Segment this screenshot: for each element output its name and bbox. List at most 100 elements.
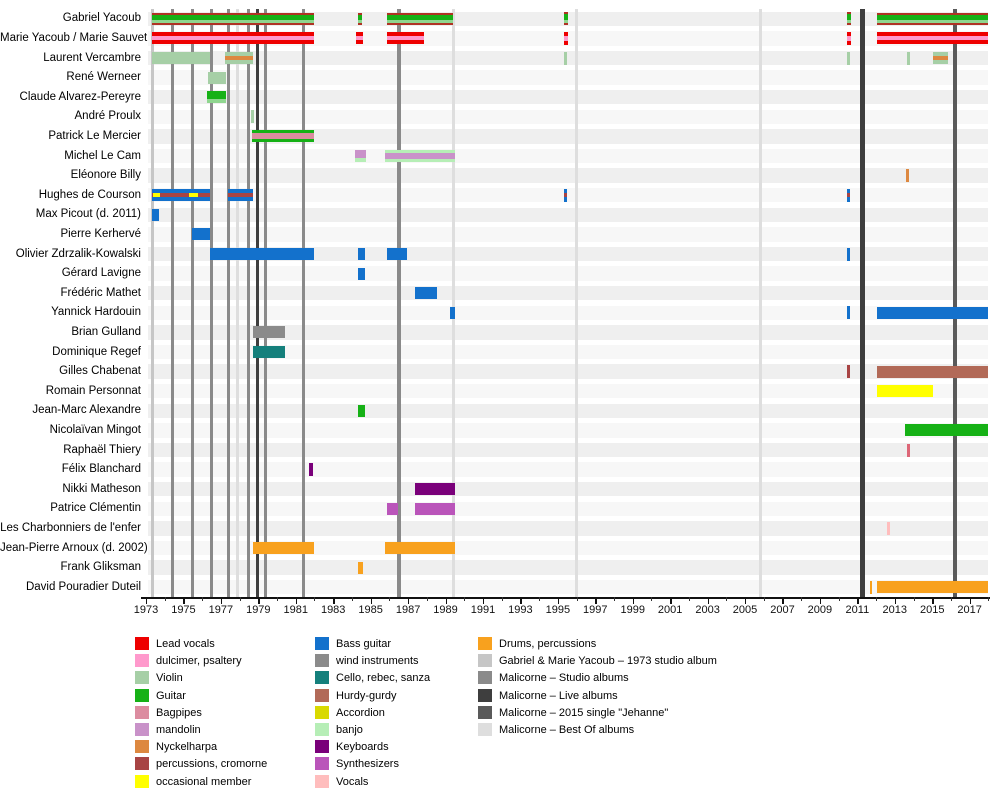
bar-layer xyxy=(847,40,851,45)
axis-tick-major xyxy=(220,597,223,604)
axis-tick-major xyxy=(295,597,298,604)
legend-label: Malicorne – Best Of albums xyxy=(499,724,635,736)
row-stripe xyxy=(148,521,988,536)
legend-label: wind instruments xyxy=(336,655,419,668)
bar-layer xyxy=(564,188,568,194)
bar-layer xyxy=(206,99,227,104)
member-name: Dominique Regef xyxy=(52,345,141,358)
member-name: Jean-Pierre Arnoux (d. 2002) xyxy=(0,541,148,554)
row-stripe xyxy=(148,129,988,144)
member-name: Nicolaïvan Mingot xyxy=(49,423,141,436)
album-release-line xyxy=(952,9,957,597)
bar-layer xyxy=(224,52,253,56)
bar-layer xyxy=(189,193,199,198)
legend-swatch-nyckelharpa-icon xyxy=(135,740,149,754)
timeline-bar xyxy=(209,248,315,260)
axis-year-label: 1979 xyxy=(246,604,271,616)
member-name: Gilles Chabenat xyxy=(59,365,141,378)
axis-year-label: 2003 xyxy=(695,604,720,616)
bar-layer xyxy=(877,12,989,15)
axis-tick-minor xyxy=(314,597,316,601)
axis-tick-minor xyxy=(913,597,915,601)
row-stripe xyxy=(148,344,988,360)
bar-layer xyxy=(153,193,161,198)
axis-tick-major xyxy=(370,597,373,604)
bar-layer xyxy=(564,12,569,15)
bar-layer xyxy=(385,153,455,159)
bar-layer xyxy=(207,71,227,84)
timeline-bar xyxy=(386,12,453,25)
bar-layer xyxy=(564,197,568,202)
member-name: Les Charbonniers de l'enfer xyxy=(0,521,141,534)
timeline-bar xyxy=(906,443,910,457)
axis-tick-major xyxy=(183,597,185,604)
bar-layer xyxy=(252,326,285,339)
legend-label: Keyboards xyxy=(336,741,389,754)
bar-layer xyxy=(386,19,453,23)
timeline-bar xyxy=(564,31,569,45)
album-release-line xyxy=(860,9,866,597)
album-release-line xyxy=(191,9,195,597)
axis-tick-minor xyxy=(876,597,878,601)
bar-layer xyxy=(252,542,315,554)
member-name: Hughes de Courson xyxy=(38,188,141,201)
legend-swatch-synth-icon xyxy=(315,757,329,771)
bar-layer xyxy=(151,32,315,37)
legend-label: Malicorne – 2015 single "Jehanne" xyxy=(499,706,669,719)
axis-tick-minor xyxy=(389,597,391,601)
timeline-bar xyxy=(450,306,455,319)
bar-layer xyxy=(228,189,253,194)
row-stripe xyxy=(148,442,988,458)
bar-layer xyxy=(564,23,569,26)
legend-label: Bass guitar xyxy=(336,638,392,650)
row-stripe xyxy=(148,364,988,379)
axis-tick-major xyxy=(670,597,672,604)
legend-swatch-accordion-icon xyxy=(315,705,329,719)
bar-layer xyxy=(251,139,315,143)
axis-year-label: 2015 xyxy=(919,604,945,616)
album-release-line xyxy=(396,9,401,597)
axis-tick-minor xyxy=(801,597,803,601)
timeline-bar xyxy=(906,169,909,183)
bar-layer xyxy=(847,247,850,261)
bar-layer xyxy=(386,32,424,37)
bar-layer xyxy=(386,22,453,25)
timeline-bar xyxy=(251,130,315,143)
member-name: Frank Gliksman xyxy=(60,561,141,574)
bar-layer xyxy=(191,228,210,241)
legend-label: Vocals xyxy=(336,775,369,788)
axis-tick-major xyxy=(333,597,335,604)
legend-swatch-bagpipes-icon xyxy=(135,705,149,719)
bar-layer xyxy=(906,51,910,65)
member-name: Eléonore Billy xyxy=(70,169,141,182)
bar-layer xyxy=(847,19,851,24)
bar-layer xyxy=(386,12,453,15)
bar-layer xyxy=(414,502,455,515)
row-stripe xyxy=(148,462,988,477)
timeline-bar xyxy=(414,502,455,515)
bar-layer xyxy=(151,189,210,194)
timeline-bar xyxy=(207,71,227,84)
timeline-bar xyxy=(847,247,850,261)
axis-tick-minor xyxy=(651,597,653,601)
album-release-line xyxy=(301,9,305,597)
bar-layer xyxy=(877,14,989,20)
timeline-bar xyxy=(191,228,210,241)
bar-layer xyxy=(151,208,160,221)
bar-layer xyxy=(564,31,569,37)
bar-layer xyxy=(847,36,851,41)
timeline-bar xyxy=(887,521,891,535)
bar-layer xyxy=(847,193,850,198)
timeline-bar xyxy=(228,189,253,202)
bar-layer xyxy=(564,193,568,198)
bar-layer xyxy=(251,130,315,134)
bar-layer xyxy=(564,40,569,45)
axis-year-label: 2017 xyxy=(957,604,982,616)
bar-layer xyxy=(224,56,253,60)
legend-label: Lead vocals xyxy=(156,638,215,650)
bar-layer xyxy=(355,32,364,37)
axis-year-label: 1995 xyxy=(545,604,571,616)
bar-layer xyxy=(877,40,989,45)
bar-layer xyxy=(386,502,398,515)
